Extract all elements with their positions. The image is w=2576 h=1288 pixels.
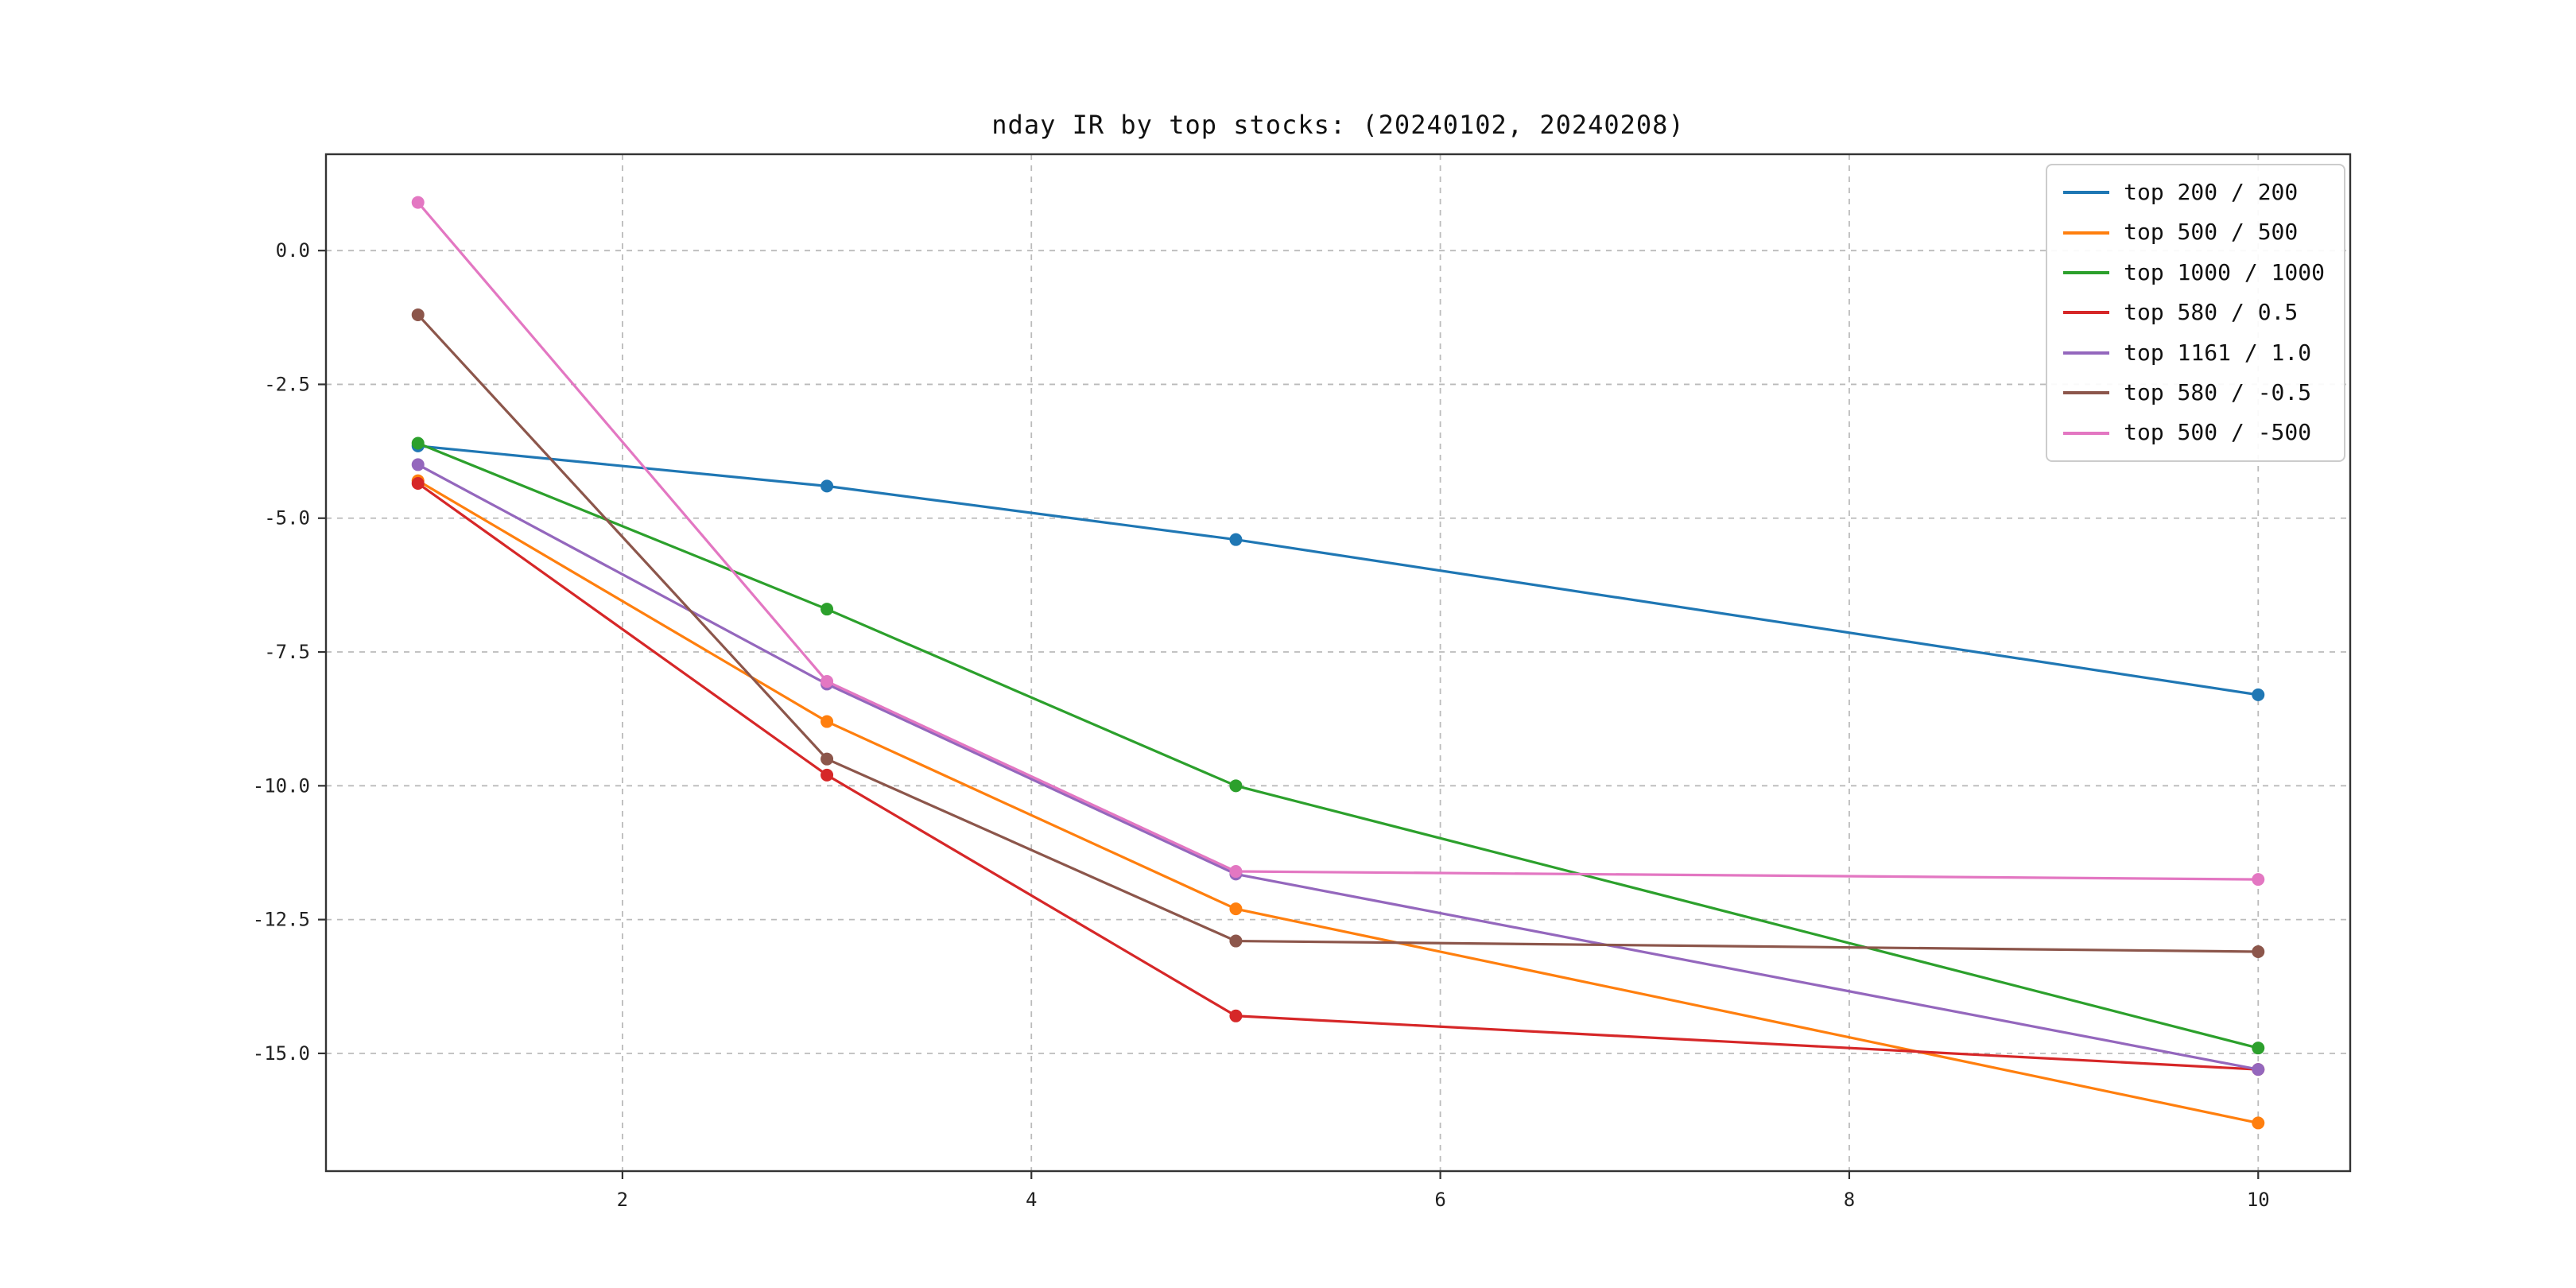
axes-ticks: 2 4 6 8 10 0.0 -2.5 -5.0 -7.5 -10.0 -12.5 -15.0 [253, 239, 2270, 1211]
x-tick-label: 6 [1434, 1189, 1445, 1211]
series-line [417, 479, 2260, 1125]
y-tick-label: -5.0 [264, 507, 310, 530]
data-point [821, 752, 834, 766]
legend-line-swatch [2063, 270, 2110, 274]
data-point [411, 308, 425, 321]
plot-frame [324, 153, 2352, 1173]
x-tick-label: 10 [2247, 1189, 2270, 1211]
series-line [417, 200, 2260, 881]
data-point [1229, 779, 1243, 793]
legend-label: top 1161 / 1.0 [2124, 339, 2312, 366]
legend: top 200 / 200 top 500 / 500 top 1000 / 100… [2046, 164, 2345, 462]
series-4 [411, 458, 2265, 1077]
y-tick-label: 0.0 [276, 239, 310, 262]
legend-line-swatch [2063, 311, 2110, 315]
series-line [417, 441, 2260, 1049]
series-5 [411, 308, 2265, 959]
chart-title: nday IR by top stocks: (20240102, 202402… [991, 110, 1685, 140]
data-point [411, 476, 425, 490]
legend-label: top 200 / 200 [2124, 179, 2299, 205]
data-point [821, 768, 834, 782]
y-tick-label: -7.5 [264, 641, 310, 663]
legend-item: top 580 / -0.5 [2063, 378, 2325, 407]
x-tick-label: 2 [617, 1189, 628, 1211]
data-point [2252, 945, 2265, 959]
x-tick-label: 8 [1844, 1189, 1855, 1211]
legend-label: top 1000 / 1000 [2124, 258, 2325, 285]
data-point [821, 603, 834, 616]
data-point [821, 479, 834, 493]
data-point [1229, 902, 1243, 916]
series-3 [411, 476, 2265, 1077]
series-6 [411, 196, 2265, 886]
data-point [1229, 1009, 1243, 1022]
data-point [411, 436, 425, 450]
data-point [2252, 873, 2265, 886]
legend-item: top 1161 / 1.0 [2063, 339, 2325, 367]
legend-line-swatch [2063, 391, 2110, 395]
series-0 [411, 439, 2265, 701]
legend-item: top 200 / 200 [2063, 178, 2325, 207]
series-line [417, 463, 2260, 1071]
y-tick-label: -10.0 [253, 774, 310, 797]
data-point [2252, 688, 2265, 701]
series-line [417, 482, 2260, 1071]
legend-item: top 500 / -500 [2063, 418, 2325, 447]
series-2 [411, 436, 2265, 1055]
data-point [1229, 934, 1243, 948]
data-point [411, 196, 425, 209]
legend-line-swatch [2063, 431, 2110, 435]
legend-line-swatch [2063, 191, 2110, 195]
series-line [417, 313, 2260, 953]
data-point [2252, 1116, 2265, 1130]
data-point [411, 458, 425, 471]
series-line [417, 444, 2260, 696]
legend-item: top 500 / 500 [2063, 218, 2325, 246]
series-1 [411, 474, 2265, 1130]
data-point [2252, 1063, 2265, 1077]
data-point [1229, 533, 1243, 546]
grid [326, 154, 2350, 1171]
legend-line-swatch [2063, 231, 2110, 235]
legend-line-swatch [2063, 351, 2110, 355]
legend-item: top 1000 / 1000 [2063, 258, 2325, 287]
y-tick-label: -2.5 [264, 373, 310, 395]
y-tick-label: -12.5 [253, 909, 310, 931]
legend-label: top 580 / -0.5 [2124, 378, 2312, 405]
legend-label: top 500 / 500 [2124, 219, 2299, 246]
data-point [821, 675, 834, 689]
legend-label: top 500 / -500 [2124, 419, 2312, 446]
x-tick-label: 4 [1026, 1189, 1037, 1211]
data-point [2252, 1042, 2265, 1055]
legend-label: top 580 / 0.5 [2124, 299, 2299, 326]
y-tick-label: -15.0 [253, 1042, 310, 1065]
legend-item: top 580 / 0.5 [2063, 298, 2325, 327]
data-point [821, 715, 834, 728]
data-point [1229, 865, 1243, 879]
